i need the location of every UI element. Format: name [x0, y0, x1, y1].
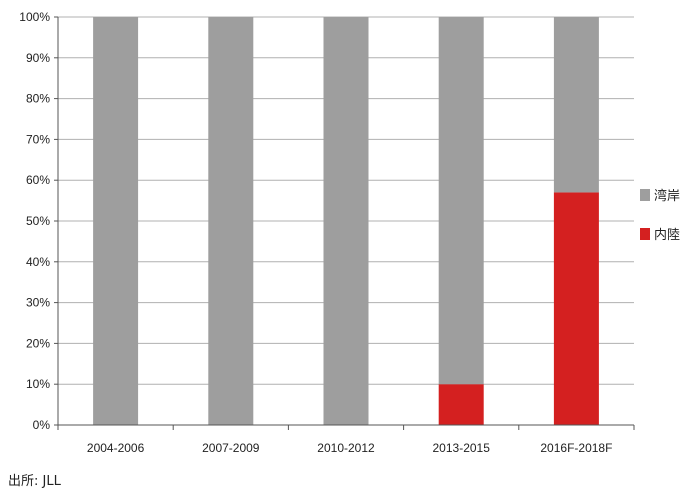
bar-bay-2016F-2018F — [553, 17, 599, 193]
bar-bay-2010-2012 — [323, 17, 369, 425]
y-tick-label: 0% — [33, 418, 51, 432]
x-tick-label: 2016F-2018F — [540, 441, 612, 455]
x-tick-label: 2010-2012 — [317, 441, 375, 455]
bar-inland-2016F-2018F — [553, 192, 599, 425]
y-tick-label: 10% — [26, 377, 50, 391]
legend-label: 湾岸 — [654, 188, 680, 204]
bar-bay-2013-2015 — [438, 17, 484, 385]
y-tick-label: 60% — [26, 173, 50, 187]
source-note: 出所: JLL — [8, 474, 61, 489]
y-tick-label: 100% — [19, 10, 50, 24]
x-tick-label: 2004-2006 — [87, 441, 145, 455]
y-tick-label: 70% — [26, 132, 50, 146]
y-tick-label: 20% — [26, 336, 50, 350]
x-tick-label: 2007-2009 — [202, 441, 260, 455]
bar-bay-2004-2006 — [93, 17, 139, 425]
y-tick-label: 30% — [26, 296, 50, 310]
bars — [93, 17, 599, 425]
legend-swatch — [640, 189, 650, 201]
y-tick-label: 40% — [26, 255, 50, 269]
y-tick-label: 50% — [26, 214, 50, 228]
axes: 0% 10% 20% 30% 40% 50% 60% 70% 80% 90% 100% 2004-20… — [19, 10, 635, 455]
y-tick-label: 80% — [26, 92, 50, 106]
bar-inland-2013-2015 — [438, 384, 484, 425]
legend-label: 内陸 — [654, 227, 680, 243]
bar-bay-2007-2009 — [208, 17, 254, 425]
x-tick-label: 2013-2015 — [433, 441, 491, 455]
y-tick-label: 90% — [26, 51, 50, 65]
legend-swatch — [640, 228, 650, 240]
